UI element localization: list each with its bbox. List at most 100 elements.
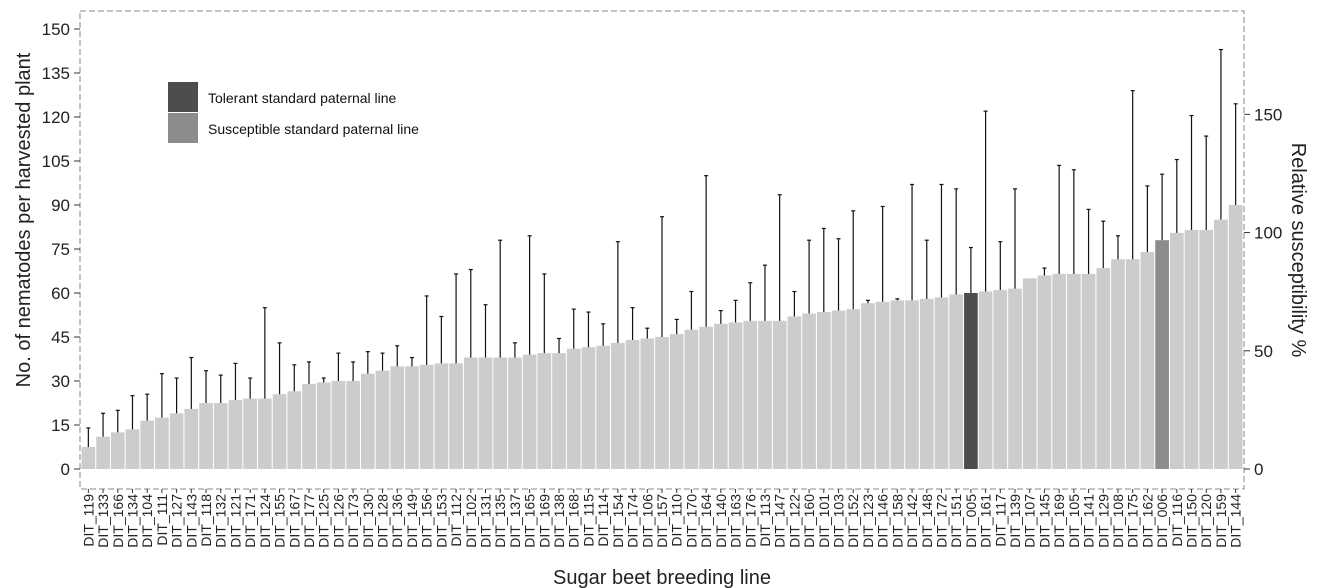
x-tick-label: DIT_175 xyxy=(1125,494,1141,548)
x-tick-label: DIT_146 xyxy=(875,494,891,548)
bar xyxy=(611,342,625,469)
x-tick-label: DIT_177 xyxy=(301,494,317,548)
y2-tick-label: 0 xyxy=(1254,460,1263,479)
bar xyxy=(478,357,493,469)
x-axis-title: Sugar beet breeding line xyxy=(553,567,771,588)
x-tick-label: DIT_129 xyxy=(1095,494,1111,548)
x-tick-label: DIT_124 xyxy=(257,494,273,548)
bar xyxy=(787,316,802,469)
legend-swatch-susceptible xyxy=(168,113,198,143)
bar xyxy=(1111,259,1125,469)
bar xyxy=(228,400,243,469)
bar xyxy=(846,309,861,469)
x-tick-labels: DIT_119DIT_133DIT_166DIT_134DIT_104DIT_1… xyxy=(80,494,1243,548)
bar xyxy=(1096,268,1111,469)
x-tick-label: DIT_147 xyxy=(772,494,788,548)
y-tick-label: 105 xyxy=(42,152,70,171)
y-axis-title: No. of nematodes per harvested plant xyxy=(13,52,35,387)
bar xyxy=(463,357,478,469)
y-tick-labels: 0 15 30 45 60 75 90 105 120 135 150 xyxy=(42,20,70,479)
bar xyxy=(125,429,140,469)
x-tick-label: DIT_172 xyxy=(933,494,949,548)
bar xyxy=(302,383,316,469)
bar xyxy=(1125,259,1140,469)
bar xyxy=(640,338,655,469)
bar xyxy=(802,313,816,469)
x-tick-label: DIT_165 xyxy=(522,494,538,548)
x-tick-label: DIT_144 xyxy=(1228,494,1244,548)
bar xyxy=(949,294,964,469)
bar xyxy=(184,408,199,469)
bar xyxy=(699,326,713,469)
bar xyxy=(213,403,228,469)
bar xyxy=(405,366,419,469)
x-tick-label: DIT_113 xyxy=(757,494,773,547)
bar xyxy=(919,298,934,469)
error-bars xyxy=(86,48,1238,447)
legend-label-susceptible: Susceptible standard paternal line xyxy=(208,121,419,137)
bar xyxy=(155,417,169,469)
bar xyxy=(375,370,390,469)
bar xyxy=(81,447,96,469)
bar xyxy=(434,363,449,469)
bar xyxy=(1169,232,1184,469)
bar xyxy=(140,420,155,469)
x-tick-label: DIT_135 xyxy=(492,494,508,548)
x-tick-label: DIT_128 xyxy=(375,494,391,548)
bar xyxy=(861,303,875,469)
x-tick-label: DIT_136 xyxy=(389,494,405,548)
y-tick-label: 75 xyxy=(51,240,70,259)
bar xyxy=(169,413,184,469)
x-tick-label: DIT_111 xyxy=(154,494,170,546)
x-tick-label: DIT_149 xyxy=(404,494,420,548)
y2-tick-labels: 0 50 100 150 xyxy=(1254,105,1282,479)
x-tick-label: DIT_118 xyxy=(198,494,214,547)
legend-label-tolerant: Tolerant standard paternal line xyxy=(208,90,397,106)
x-tick-label: DIT_119 xyxy=(80,494,96,547)
bar xyxy=(1140,251,1155,469)
y-tick-label: 15 xyxy=(51,416,70,435)
bar xyxy=(287,391,302,469)
x-tick-label: DIT_005 xyxy=(963,494,979,548)
bar xyxy=(1037,275,1052,469)
bar xyxy=(493,357,508,469)
x-tick-label: DIT_120 xyxy=(1198,494,1214,548)
bar xyxy=(743,320,758,469)
x-tick-label: DIT_130 xyxy=(360,494,376,548)
bar xyxy=(1228,205,1243,469)
bar xyxy=(772,320,787,469)
x-tick-label: DIT_006 xyxy=(1154,494,1170,548)
x-tick-label: DIT_164 xyxy=(698,494,714,548)
x-tick-label: DIT_157 xyxy=(654,494,670,548)
x-tick-label: DIT_121 xyxy=(227,494,243,548)
x-tick-label: DIT_156 xyxy=(419,494,435,548)
x-tick-label: DIT_107 xyxy=(1022,494,1038,548)
bar xyxy=(331,381,346,469)
x-tick-label: DIT_161 xyxy=(978,494,994,548)
y2-tick-label: 50 xyxy=(1254,342,1273,361)
bar xyxy=(684,329,699,469)
x-tick-label: DIT_160 xyxy=(801,494,817,548)
x-tick-label: DIT_131 xyxy=(477,494,493,548)
x-tick-label: DIT_143 xyxy=(183,494,199,548)
x-tick-label: DIT_112 xyxy=(448,494,464,547)
x-tick-label: DIT_163 xyxy=(728,494,744,548)
x-tick-label: DIT_169 xyxy=(536,494,552,548)
x-tick-label: DIT_162 xyxy=(1139,494,1155,548)
bar xyxy=(110,432,125,469)
x-tick-label: DIT_169 xyxy=(1051,494,1067,548)
x-tick-label: DIT_173 xyxy=(345,494,361,548)
x-tick-label: DIT_166 xyxy=(110,494,126,548)
legend-swatch-tolerant xyxy=(168,82,198,112)
bar xyxy=(1081,273,1096,469)
y2-tick-label: 150 xyxy=(1254,105,1282,124)
bar xyxy=(537,353,552,469)
y-tick-label: 30 xyxy=(51,372,70,391)
x-tick-label: DIT_176 xyxy=(742,494,758,548)
x-tick-label: DIT_150 xyxy=(1184,494,1200,548)
x-tick-label: DIT_152 xyxy=(845,494,861,548)
bar xyxy=(758,320,772,469)
bar xyxy=(655,337,669,469)
bar xyxy=(596,345,611,469)
